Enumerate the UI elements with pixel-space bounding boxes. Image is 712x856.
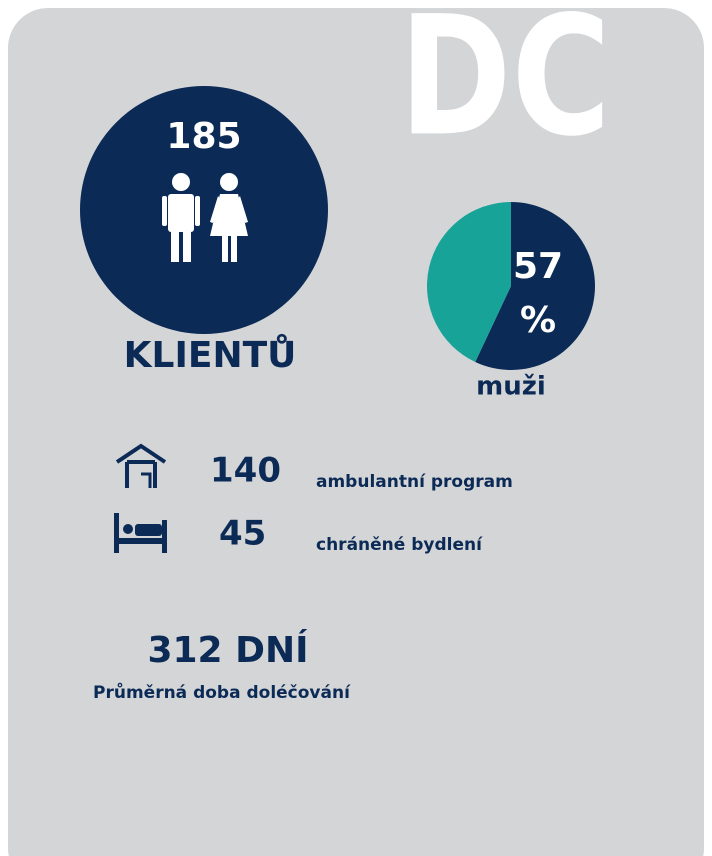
pie-unit: % [520, 300, 556, 341]
service-label: ambulantní program [316, 472, 513, 492]
duration-value: 312 DNÍ [147, 629, 308, 671]
service-value: 45 [219, 514, 266, 554]
pie-slice [475, 202, 596, 370]
bed-icon [114, 513, 167, 553]
service-label: chráněné bydlení [316, 535, 483, 555]
pie-chart [427, 202, 596, 370]
people-icon [162, 173, 248, 262]
pie-value-label: 57 [513, 246, 563, 287]
clients-circle [80, 86, 328, 334]
house-icon [115, 443, 167, 488]
duration-label: Průměrná doba doléčování [93, 681, 351, 703]
clients-label: KLIENTŮ [124, 334, 297, 376]
service-value: 140 [210, 451, 281, 491]
title: DC [399, 0, 611, 173]
pie-category-label: muži [476, 372, 546, 402]
clients-count: 185 [166, 116, 241, 157]
pie-slice [427, 202, 511, 363]
